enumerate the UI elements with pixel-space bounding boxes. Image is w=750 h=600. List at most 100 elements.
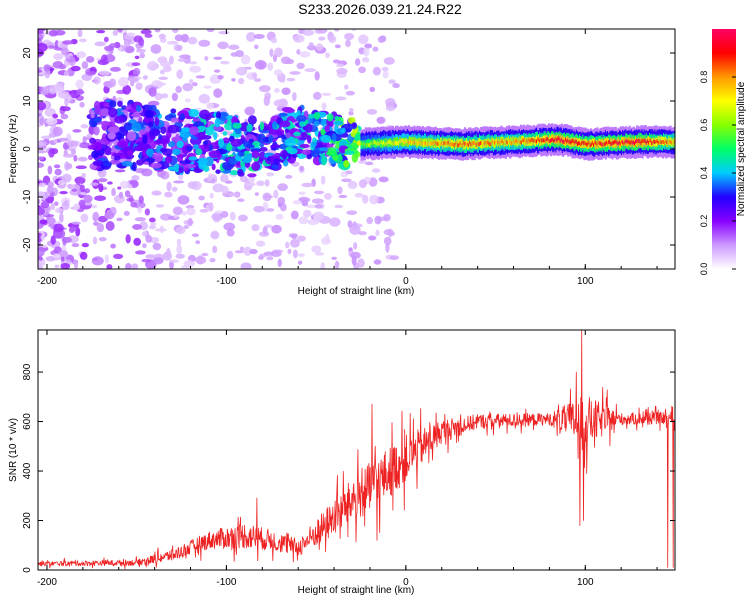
spectrogram-cell (304, 68, 317, 73)
spectrogram-cell (254, 78, 262, 82)
spectrogram-cell (382, 70, 389, 79)
spectrogram-cell (154, 116, 160, 127)
spectrogram-cell (254, 44, 259, 50)
spectrogram-cell (126, 150, 133, 156)
spectrogram-cell (271, 224, 282, 234)
spectrogram-cell (64, 54, 71, 59)
spectrogram-cell (148, 122, 154, 127)
spectrogram-cell (301, 149, 311, 156)
spectrogram-cell (214, 69, 221, 73)
spectrogram-cell (109, 66, 121, 72)
spectrogram-cell (351, 153, 359, 163)
spectrogram-cell (334, 116, 340, 121)
spectrogram-cell (321, 155, 327, 166)
colorbar: 0.0 0.2 0.4 0.6 0.8 Normalized spectral ampl… (699, 29, 747, 275)
spectrogram-cell (47, 185, 54, 194)
spectrogram-cell (170, 117, 179, 123)
spectrogram-cell (38, 34, 44, 40)
spectrogram-cell (264, 152, 269, 158)
spectrogram-cell (191, 82, 198, 87)
colorbar-tick-label: 0.0 (699, 263, 709, 276)
spectrogram-cell (245, 143, 253, 148)
spectrogram-cell (248, 175, 255, 183)
spectrogram-cell (52, 253, 61, 259)
spectrogram-cell (267, 62, 274, 71)
spectrogram-cell (348, 247, 353, 252)
spectrogram-cell (366, 108, 378, 115)
spectrogram-cell (141, 168, 153, 177)
spectrogram-cell (286, 77, 296, 82)
colorbar-gradient (712, 29, 736, 269)
figure-title: S233.2026.039.21.24.R22 (298, 1, 462, 17)
spectrogram-cell (126, 32, 136, 37)
spectrogram-cell (126, 131, 137, 142)
spectrogram-cell (221, 185, 229, 195)
spectrogram-cell (298, 191, 306, 196)
spectrogram-cell (385, 105, 396, 112)
spectrogram-cell (118, 46, 123, 51)
spectrogram-cell (278, 112, 288, 117)
spectrogram-cell (189, 65, 202, 73)
spectrogram-cell (208, 202, 214, 212)
spectrogram-cell (176, 153, 184, 163)
spectrogram-cell (181, 127, 192, 132)
spectrogram-cell (383, 213, 391, 222)
spectrogram-cell (255, 240, 266, 247)
spectrogram-cell (40, 201, 50, 209)
spectrogram-cell (38, 101, 47, 111)
spectrogram-cell (158, 134, 163, 140)
spectrogram-cell (298, 216, 309, 225)
spectrogram-cell (171, 92, 178, 102)
spectrogram-cell (285, 174, 293, 179)
spectrogram-cell (118, 191, 124, 199)
spectrogram-cell (331, 256, 337, 260)
spectrogram-cell (179, 113, 185, 120)
spectrogram-cell (227, 118, 232, 125)
spectrogram-cell (341, 178, 352, 183)
spectrogram-cell (203, 85, 212, 89)
spectrogram-cell (140, 29, 152, 35)
spectrogram-cell (369, 194, 379, 205)
spectrogram-cell (139, 52, 146, 59)
spectrogram-cell (336, 63, 345, 68)
spectrogram-cell (188, 156, 198, 161)
spectrogram-cell (354, 192, 364, 198)
spectrogram-cell (117, 29, 123, 33)
spectrogram-cell (141, 231, 148, 237)
spectrogram-cell (175, 226, 186, 235)
y-tick-label: 10 (22, 95, 33, 107)
spectrogram-cell (125, 262, 132, 269)
spectrogram-cell (388, 79, 396, 85)
spectrogram-cell (152, 242, 162, 251)
spectrogram-cell (159, 61, 172, 67)
spectrogram-cell (347, 180, 358, 190)
spectrogram-cell (207, 175, 214, 182)
spectrogram-cell (273, 158, 280, 166)
spectrogram-cell (259, 146, 268, 152)
spectrogram-cell (179, 160, 192, 165)
spectrogram-cell (293, 34, 305, 43)
spectrogram-cell (308, 42, 314, 47)
spectrogram-cell (365, 161, 374, 166)
spectrogram-cell (111, 188, 116, 197)
spectrogram-cell (93, 141, 103, 151)
spectrogram-cell (38, 198, 41, 205)
spectrogram-cell (135, 48, 146, 53)
spectrogram-cell (237, 151, 245, 157)
spectrogram-cell (195, 148, 203, 156)
spectrogram-cell (75, 165, 87, 170)
spectrogram-cell (71, 243, 80, 248)
spectrogram-cell (48, 44, 55, 49)
spectrogram-cell (226, 228, 235, 237)
spectrogram-cell (262, 192, 272, 202)
spectrogram-cell (142, 134, 148, 144)
spectrogram-cell (122, 84, 132, 95)
spectrogram-cell (187, 217, 193, 227)
spectrogram-cell (313, 190, 325, 195)
spectrogram-cell (173, 214, 179, 219)
spectrogram-cell (193, 144, 199, 150)
spectrogram-cell (172, 206, 183, 216)
spectrogram-cell (319, 147, 329, 152)
spectrogram-cell (218, 111, 230, 121)
spectrogram-cell (38, 232, 43, 242)
